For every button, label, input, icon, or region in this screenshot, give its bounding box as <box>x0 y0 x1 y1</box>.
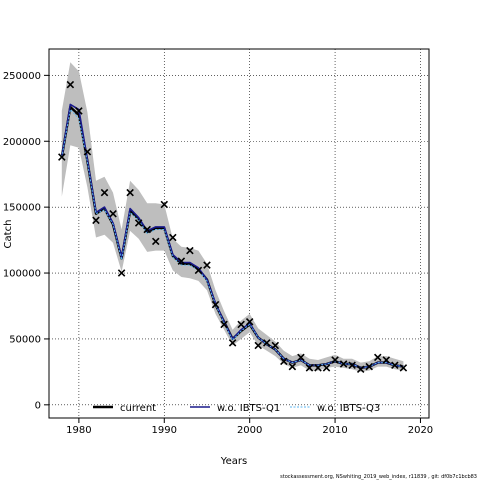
observed-point <box>339 360 348 368</box>
observed-point <box>134 219 143 227</box>
y-axis-title: Catch <box>3 220 14 249</box>
legend-label-1: w.o. IBTS-Q1 <box>217 403 280 414</box>
observed-point <box>143 225 151 234</box>
y-axis: 0 50000 100000 150000 200000 250000 <box>3 71 49 411</box>
observed-point <box>194 266 203 275</box>
observed-point <box>322 364 331 372</box>
observed-point <box>297 353 305 362</box>
observed-point <box>262 339 271 347</box>
y-tick-label: 50000 <box>9 334 41 345</box>
observed-point <box>160 200 169 209</box>
legend-label-2: w.o. IBTS-Q3 <box>317 403 380 414</box>
observed-point <box>186 246 194 255</box>
observed-point <box>75 107 83 115</box>
y-tick-label: 250000 <box>3 71 41 82</box>
observed-point <box>177 257 186 265</box>
observed-point <box>66 80 75 89</box>
confidence-band <box>61 62 404 372</box>
y-tick-label: 0 <box>35 400 41 411</box>
observed-point <box>271 341 280 350</box>
observed-point <box>117 269 126 277</box>
x-tick-label: 1980 <box>66 425 91 436</box>
x-tick-label: 2020 <box>408 425 433 436</box>
observed-point <box>203 261 211 269</box>
observed-point <box>254 341 262 350</box>
observed-point <box>100 188 109 197</box>
observed-point <box>356 365 365 374</box>
observed-point <box>151 237 160 246</box>
y-tick-label: 150000 <box>3 203 41 214</box>
plot-frame <box>48 48 430 419</box>
observed-point <box>245 318 254 326</box>
observed-point <box>331 356 339 364</box>
y-tick-label: 200000 <box>3 137 41 148</box>
observed-point <box>365 362 373 371</box>
observed-point <box>314 364 322 372</box>
observed-point <box>288 362 297 371</box>
observed-point <box>169 233 177 242</box>
x-tick-label: 1990 <box>152 425 177 436</box>
observed-point <box>92 216 100 225</box>
footer-text: stockassessment.org, NSwhiting_2019_web_… <box>280 474 477 480</box>
x-axis: 1980 1990 2000 2010 2020 <box>66 418 433 436</box>
observed-point <box>305 364 314 372</box>
observed-point <box>391 361 399 370</box>
y-tick-label: 100000 <box>3 269 41 280</box>
legend: current w.o. IBTS-Q1 w.o. IBTS-Q3 <box>93 403 380 414</box>
series-lines <box>60 103 404 370</box>
observed-point <box>237 320 245 329</box>
observed-point <box>126 188 134 197</box>
x-axis-title: Years <box>220 456 247 467</box>
observed-point <box>228 339 237 347</box>
series-line-2 <box>61 109 404 369</box>
observed-point <box>382 356 391 364</box>
x-tick-label: 2010 <box>322 425 347 436</box>
x-tick-label: 2000 <box>237 425 262 436</box>
observed-point <box>220 320 228 329</box>
observed-point <box>399 364 408 372</box>
observed-point <box>280 357 288 366</box>
observed-point <box>58 153 66 161</box>
observed-points <box>58 80 408 374</box>
observed-point <box>109 209 117 218</box>
legend-label-0: current <box>120 403 156 414</box>
observed-point <box>373 353 382 362</box>
observed-point <box>348 361 356 370</box>
observed-point <box>83 148 92 156</box>
observed-point <box>211 300 220 309</box>
